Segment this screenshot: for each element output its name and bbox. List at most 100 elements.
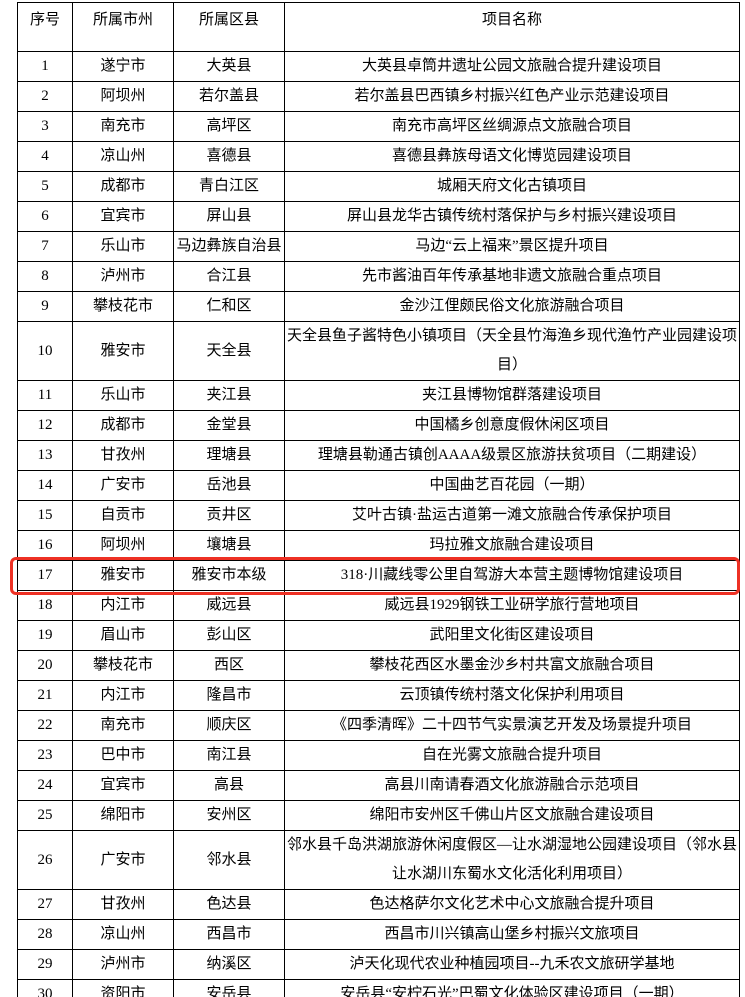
header-cell-project: 项目名称 (284, 2, 740, 52)
county-cell: 西区 (173, 650, 285, 681)
table-row: 17 雅安市 雅安市本级 318·川藏线零公里自驾游大本营主题博物馆建设项目 (17, 560, 740, 591)
row-number-cell: 18 (17, 590, 73, 621)
city-cell: 雅安市 (72, 321, 174, 381)
project-name-cell: 中国曲艺百花园（一期） (284, 470, 740, 501)
city-cell: 泸州市 (72, 949, 174, 980)
row-number-cell: 1 (17, 51, 73, 82)
project-name-cell: 泸天化现代农业种植园项目--九禾农文旅研学基地 (284, 949, 740, 980)
table-row: 3 南充市 高坪区 南充市高坪区丝绸源点文旅融合项目 (17, 111, 740, 142)
table-row: 30 资阳市 安岳县 安岳县“安柠石光”巴蜀文化体验区建设项目（一期） (17, 979, 740, 997)
row-number-cell: 20 (17, 650, 73, 681)
row-number-cell: 24 (17, 770, 73, 801)
row-number-cell: 23 (17, 740, 73, 771)
project-name-cell: 《四季清晖》二十四节气实景演艺开发及场景提升项目 (284, 710, 740, 741)
county-cell: 雅安市本级 (173, 560, 285, 591)
row-number-cell: 16 (17, 530, 73, 561)
row-number-cell: 12 (17, 410, 73, 441)
project-name-cell: 艾叶古镇·盐运古道第一滩文旅融合传承保护项目 (284, 500, 740, 531)
county-cell: 岳池县 (173, 470, 285, 501)
project-name-cell: 天全县鱼子酱特色小镇项目（天全县竹海渔乡现代渔竹产业园建设项目） (284, 321, 740, 381)
county-cell: 金堂县 (173, 410, 285, 441)
table-row: 1 遂宁市 大英县 大英县卓筒井遗址公园文旅融合提升建设项目 (17, 51, 740, 82)
table-row: 5 成都市 青白江区 城厢天府文化古镇项目 (17, 171, 740, 202)
table-row: 20 攀枝花市 西区 攀枝花西区水墨金沙乡村共富文旅融合项目 (17, 650, 740, 681)
row-number-cell: 8 (17, 261, 73, 292)
county-cell: 屏山县 (173, 201, 285, 232)
city-cell: 宜宾市 (72, 201, 174, 232)
county-cell: 马边彝族自治县 (173, 231, 285, 262)
project-name-cell: 城厢天府文化古镇项目 (284, 171, 740, 202)
table-row: 25 绵阳市 安州区 绵阳市安州区千佛山片区文旅融合建设项目 (17, 800, 740, 831)
county-cell: 大英县 (173, 51, 285, 82)
project-name-cell: 威远县1929钢铁工业研学旅行营地项目 (284, 590, 740, 621)
table-row: 9 攀枝花市 仁和区 金沙江俚颇民俗文化旅游融合项目 (17, 291, 740, 322)
row-number-cell: 9 (17, 291, 73, 322)
project-table-container: 序号 所属市州 所属区县 项目名称 1 遂宁市 大英县 大英县卓筒井遗址公园文旅融合提… (10, 2, 740, 997)
county-cell: 若尔盖县 (173, 81, 285, 112)
table-row: 12 成都市 金堂县 中国橘乡创意度假休闲区项目 (17, 410, 740, 441)
city-cell: 凉山州 (72, 919, 174, 950)
table-row: 26 广安市 邻水县 邻水县千岛洪湖旅游休闲度假区—让水湖湿地公园建设项目（邻水县让水… (17, 830, 740, 890)
county-cell: 安岳县 (173, 979, 285, 997)
project-name-cell: 马边“云上福来”景区提升项目 (284, 231, 740, 262)
county-cell: 喜德县 (173, 141, 285, 172)
county-cell: 邻水县 (173, 830, 285, 890)
row-number-cell: 26 (17, 830, 73, 890)
county-cell: 壤塘县 (173, 530, 285, 561)
project-name-cell: 中国橘乡创意度假休闲区项目 (284, 410, 740, 441)
table-row: 19 眉山市 彭山区 武阳里文化街区建设项目 (17, 620, 740, 651)
county-cell: 高坪区 (173, 111, 285, 142)
county-cell: 天全县 (173, 321, 285, 381)
row-number-cell: 11 (17, 380, 73, 411)
city-cell: 乐山市 (72, 231, 174, 262)
city-cell: 巴中市 (72, 740, 174, 771)
project-name-cell: 喜德县彝族母语文化博览园建设项目 (284, 141, 740, 172)
row-number-cell: 6 (17, 201, 73, 232)
row-number-cell: 3 (17, 111, 73, 142)
table-row: 23 巴中市 南江县 自在光雾文旅融合提升项目 (17, 740, 740, 771)
row-number-cell: 5 (17, 171, 73, 202)
table-row: 8 泸州市 合江县 先市酱油百年传承基地非遗文旅融合重点项目 (17, 261, 740, 292)
table-row: 28 凉山州 西昌市 西昌市川兴镇高山堡乡村振兴文旅项目 (17, 919, 740, 950)
row-number-cell: 13 (17, 440, 73, 471)
county-cell: 夹江县 (173, 380, 285, 411)
project-name-cell: 理塘县勒通古镇创AAAA级景区旅游扶贫项目（二期建设） (284, 440, 740, 471)
county-cell: 南江县 (173, 740, 285, 771)
project-name-cell: 玛拉雅文旅融合建设项目 (284, 530, 740, 561)
table-row: 22 南充市 顺庆区 《四季清晖》二十四节气实景演艺开发及场景提升项目 (17, 710, 740, 741)
project-name-cell: 邻水县千岛洪湖旅游休闲度假区—让水湖湿地公园建设项目（邻水县让水湖川东蜀水文化活… (284, 830, 740, 890)
city-cell: 自贡市 (72, 500, 174, 531)
city-cell: 成都市 (72, 410, 174, 441)
project-name-cell: 若尔盖县巴西镇乡村振兴红色产业示范建设项目 (284, 81, 740, 112)
table-row: 21 内江市 隆昌市 云顶镇传统村落文化保护利用项目 (17, 680, 740, 711)
project-name-cell: 攀枝花西区水墨金沙乡村共富文旅融合项目 (284, 650, 740, 681)
project-name-cell: 安岳县“安柠石光”巴蜀文化体验区建设项目（一期） (284, 979, 740, 997)
county-cell: 青白江区 (173, 171, 285, 202)
project-name-cell: 夹江县博物馆群落建设项目 (284, 380, 740, 411)
row-number-cell: 30 (17, 979, 73, 997)
row-number-cell: 17 (17, 560, 73, 591)
county-cell: 彭山区 (173, 620, 285, 651)
city-cell: 甘孜州 (72, 440, 174, 471)
city-cell: 内江市 (72, 590, 174, 621)
row-number-cell: 25 (17, 800, 73, 831)
city-cell: 内江市 (72, 680, 174, 711)
table-row: 16 阿坝州 壤塘县 玛拉雅文旅融合建设项目 (17, 530, 740, 561)
county-cell: 隆昌市 (173, 680, 285, 711)
project-name-cell: 大英县卓筒井遗址公园文旅融合提升建设项目 (284, 51, 740, 82)
county-cell: 高县 (173, 770, 285, 801)
county-cell: 顺庆区 (173, 710, 285, 741)
table-row: 27 甘孜州 色达县 色达格萨尔文化艺术中心文旅融合提升项目 (17, 889, 740, 920)
city-cell: 南充市 (72, 111, 174, 142)
header-cell-county: 所属区县 (173, 2, 285, 52)
row-number-cell: 15 (17, 500, 73, 531)
city-cell: 雅安市 (72, 560, 174, 591)
project-name-cell: 自在光雾文旅融合提升项目 (284, 740, 740, 771)
project-name-cell: 西昌市川兴镇高山堡乡村振兴文旅项目 (284, 919, 740, 950)
project-name-cell: 318·川藏线零公里自驾游大本营主题博物馆建设项目 (284, 560, 740, 591)
project-table: 序号 所属市州 所属区县 项目名称 1 遂宁市 大英县 大英县卓筒井遗址公园文旅融合提… (17, 2, 740, 997)
row-number-cell: 27 (17, 889, 73, 920)
city-cell: 遂宁市 (72, 51, 174, 82)
project-name-cell: 先市酱油百年传承基地非遗文旅融合重点项目 (284, 261, 740, 292)
city-cell: 凉山州 (72, 141, 174, 172)
